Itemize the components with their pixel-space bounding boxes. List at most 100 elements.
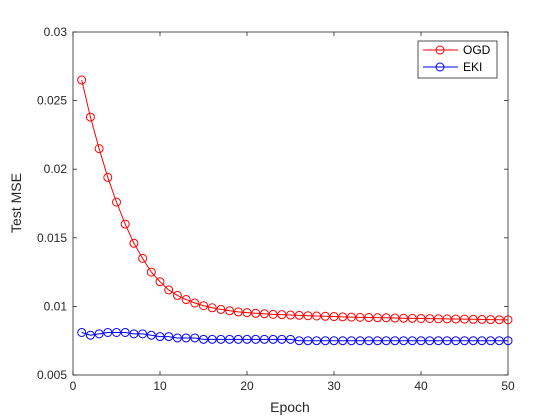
data-point-ogd [468, 314, 478, 324]
data-point-ogd [138, 253, 148, 263]
axis-ticks: 0 10 20 30 40 50 0.005 0.01 0.015 0.02 0.025 0.03 [37, 25, 515, 393]
data-point-eki [277, 334, 287, 344]
data-point-ogd [251, 308, 261, 318]
data-point-ogd [312, 311, 322, 321]
data-point-eki [233, 334, 243, 344]
data-point-eki [259, 334, 269, 344]
data-point-ogd [77, 75, 87, 85]
data-point-eki [460, 336, 469, 346]
data-point-eki [268, 334, 278, 344]
data-point-ogd [259, 309, 269, 319]
legend-label-ogd: OGD [463, 43, 491, 57]
data-point-ogd [338, 312, 348, 322]
data-point-eki [373, 336, 382, 346]
data-point-eki [442, 336, 452, 346]
data-point-ogd [477, 314, 487, 324]
data-point-ogd [425, 314, 435, 324]
data-point-eki [94, 329, 104, 339]
plot-frame [72, 31, 509, 376]
data-point-eki [451, 336, 461, 346]
data-point-ogd [329, 312, 339, 322]
data-point-ogd [451, 314, 461, 324]
data-point-eki [120, 327, 130, 337]
data-point-eki [425, 336, 435, 346]
data-point-eki [312, 336, 322, 346]
data-point-eki [399, 336, 409, 346]
x-tick-label: 40 [414, 379, 428, 393]
data-point-ogd [355, 312, 365, 322]
legend-swatch-ogd-marker [435, 45, 445, 55]
data-point-eki [225, 334, 235, 344]
data-point-eki [381, 336, 391, 346]
data-point-ogd [399, 313, 409, 323]
x-tick-label: 30 [327, 379, 341, 393]
data-point-ogd [190, 298, 200, 308]
x-tick-label: 20 [240, 379, 254, 393]
data-point-eki [164, 332, 174, 342]
data-point-eki [112, 327, 121, 337]
data-point-eki [138, 329, 148, 339]
data-point-eki [190, 333, 200, 343]
data-point-eki [85, 330, 95, 340]
plot-area [73, 32, 508, 375]
data-point-ogd [286, 310, 295, 320]
data-point-ogd [460, 314, 469, 324]
x-tick-label: 10 [153, 379, 167, 393]
data-point-ogd [216, 304, 226, 314]
data-point-ogd [381, 313, 391, 323]
y-tick-label: 0.015 [37, 231, 67, 245]
legend-swatch-eki-marker [435, 62, 445, 72]
data-point-ogd [268, 309, 278, 319]
data-point-ogd [155, 277, 165, 287]
data-point-ogd [433, 314, 443, 324]
data-point-ogd [225, 306, 235, 316]
data-point-eki [338, 336, 348, 346]
data-point-ogd [207, 303, 217, 313]
data-point-ogd [120, 219, 130, 229]
y-tick-label: 0.025 [37, 94, 67, 108]
data-point-ogd [294, 310, 304, 320]
data-point-eki [320, 336, 330, 346]
y-tick-label: 0.02 [44, 162, 68, 176]
data-point-eki [390, 336, 400, 346]
data-point-eki [207, 334, 217, 344]
data-point-ogd [373, 313, 382, 323]
data-point-ogd [94, 144, 104, 154]
data-point-ogd [129, 238, 139, 248]
data-point-ogd [172, 290, 182, 300]
legend-box [417, 40, 498, 79]
data-point-eki [494, 336, 504, 346]
data-point-eki [486, 336, 496, 346]
data-point-eki [181, 333, 191, 343]
data-point-eki [155, 332, 165, 342]
y-tick-label: 0.03 [44, 25, 68, 39]
data-point-eki [103, 327, 113, 337]
y-axis-label: Test MSE [8, 173, 24, 233]
data-point-ogd [346, 312, 356, 322]
data-point-eki [77, 327, 87, 337]
x-tick-label: 0 [70, 379, 77, 393]
data-point-ogd [416, 313, 426, 323]
data-point-eki [146, 330, 156, 340]
data-point-ogd [364, 313, 374, 323]
y-tick-label: 0.01 [44, 299, 68, 313]
data-point-eki [346, 336, 356, 346]
data-point-ogd [320, 311, 330, 321]
data-point-ogd [303, 311, 313, 321]
x-axis-label: Epoch [270, 399, 310, 415]
data-point-eki [242, 334, 252, 344]
data-point-eki [416, 336, 426, 346]
data-point-ogd [181, 295, 191, 305]
data-point-eki [477, 336, 487, 346]
data-point-eki [251, 334, 261, 344]
data-point-eki [286, 334, 295, 344]
data-point-eki [172, 333, 182, 343]
data-point-ogd [103, 172, 113, 182]
y-tick-label: 0.005 [37, 368, 67, 382]
data-point-eki [407, 336, 417, 346]
data-point-eki [329, 336, 339, 346]
data-point-ogd [112, 197, 121, 207]
data-point-ogd [233, 307, 243, 317]
data-point-eki [433, 336, 443, 346]
